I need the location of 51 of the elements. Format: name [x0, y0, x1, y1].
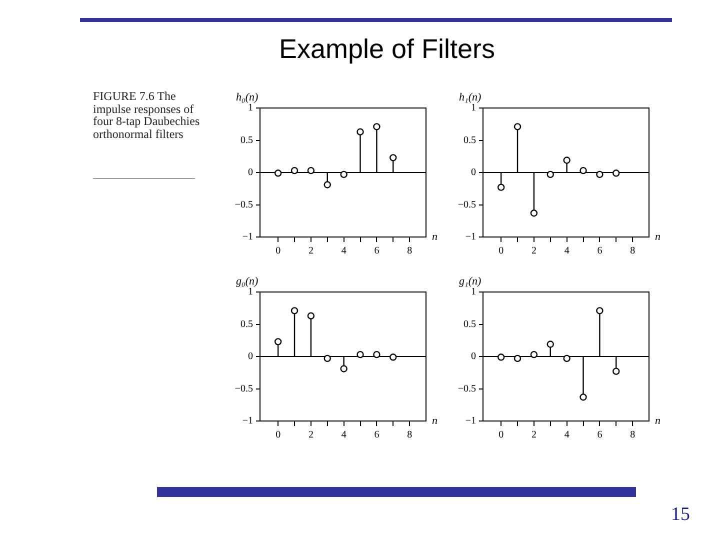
x-tick-label: 4 [564, 246, 570, 257]
caption: FIGURE 7.6 The impulse responses of four 8-tap Daubechies orthonormal filters [93, 89, 201, 140]
y-tick-label: −1 [465, 232, 476, 243]
y-tick-label: 1 [248, 102, 253, 114]
y-tick-label: −1 [242, 416, 253, 427]
y-tick-label: 0.5 [240, 134, 253, 146]
x-axis-title: n [432, 230, 438, 243]
y-tick-label: −0.5 [234, 383, 253, 394]
x-tick-label: 8 [630, 246, 636, 257]
x-tick-label: 0 [498, 246, 504, 257]
x-tick-label: 0 [276, 430, 281, 441]
y-tick-label: 1 [471, 286, 476, 298]
x-axis-title: n [655, 414, 661, 427]
x-tick-label: 8 [407, 430, 412, 441]
x-tick-label: 6 [374, 246, 380, 257]
y-tick-label: −0.5 [458, 383, 476, 394]
x-tick-label: 6 [597, 430, 602, 441]
y-tick-label: 1 [471, 102, 476, 114]
y-axis-title: g₁(n) [459, 275, 482, 288]
x-tick-label: 0 [276, 246, 281, 257]
x-tick-label: 8 [630, 430, 636, 441]
y-axis-title: h₁(n) [459, 91, 482, 104]
x-tick-label: 2 [308, 430, 314, 441]
y-tick-label: −1 [242, 232, 253, 243]
y-tick-label: 1 [248, 286, 253, 298]
y-tick-label: −0.5 [234, 199, 253, 210]
x-tick-label: 2 [531, 430, 536, 441]
y-axis-title: h₀(n) [236, 91, 258, 104]
x-tick-label: 2 [308, 246, 314, 257]
x-tick-label: 4 [564, 430, 570, 441]
y-tick-label: 0 [248, 351, 253, 362]
y-tick-label: 0.5 [240, 318, 253, 330]
chart-title: Example of Filters [278, 34, 496, 65]
y-tick-label: 0.5 [464, 134, 476, 146]
y-axis-title: g₀(n) [236, 275, 258, 288]
x-tick-label: 4 [341, 430, 346, 441]
x-tick-label: 4 [341, 246, 346, 257]
x-axis-title: n [655, 230, 661, 243]
y-tick-label: 0.5 [464, 318, 476, 330]
y-tick-label: 0 [471, 351, 476, 362]
y-tick-label: 0 [471, 167, 476, 178]
y-tick-label: −0.5 [458, 199, 476, 210]
x-axis-title: n [432, 414, 438, 427]
x-tick-label: 6 [597, 246, 602, 257]
x-tick-label: 0 [498, 430, 504, 441]
x-tick-label: 8 [407, 246, 412, 257]
x-tick-label: 6 [374, 430, 380, 441]
y-tick-label: 0 [248, 167, 253, 178]
text: 15 [670, 504, 690, 526]
y-tick-label: −1 [465, 416, 476, 427]
x-tick-label: 2 [531, 246, 536, 257]
